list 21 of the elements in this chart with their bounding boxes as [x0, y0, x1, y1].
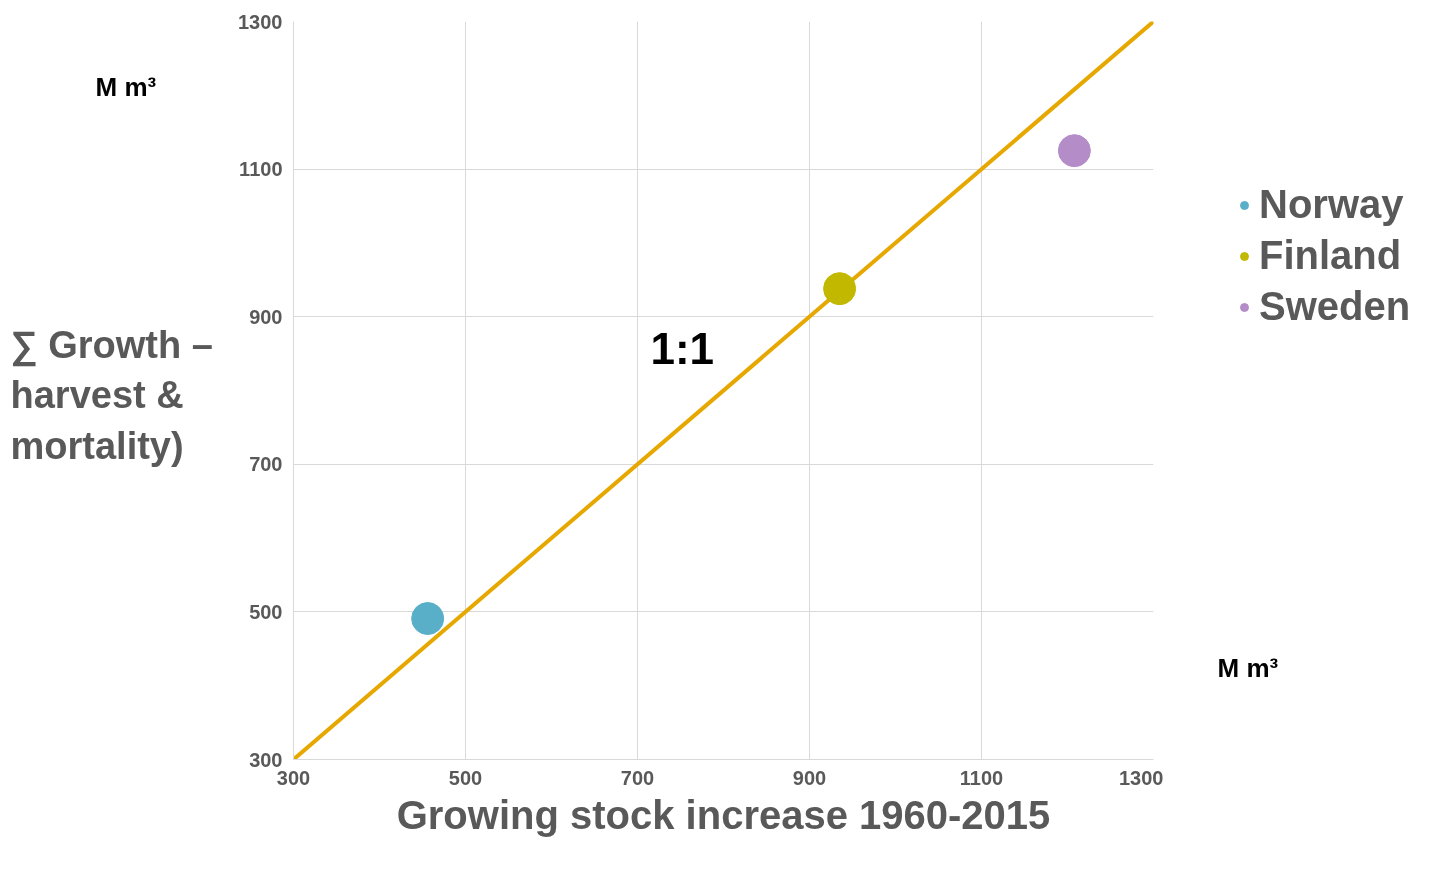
legend-label: Sweden [1259, 284, 1411, 329]
y-tick-label: 1300 [238, 10, 283, 33]
y-tick-label: 1100 [239, 158, 283, 181]
x-tick-label: 1100 [959, 766, 1004, 789]
x-tick-label: 900 [792, 766, 827, 789]
point [1057, 134, 1091, 168]
legend-label: Norway [1259, 182, 1404, 227]
text: M m³ [1217, 652, 1279, 683]
y-axis-title: ∑ Growth – harvest & mortality) [10, 324, 213, 467]
annotation: 1:1 [650, 323, 715, 373]
y-tick-label: 700 [249, 453, 283, 476]
y-tick-label: 900 [249, 305, 283, 328]
y-tick-label: 500 [249, 600, 283, 623]
x-tick-label: 700 [620, 766, 655, 789]
point [823, 272, 857, 306]
x-tick-label: 500 [448, 766, 483, 789]
x-tick-label: 1300 [1119, 766, 1164, 789]
legend-label: Finland [1259, 233, 1402, 278]
text: M m³ [95, 71, 157, 102]
x-axis-title: Growing stock increase 1960-2015 [396, 792, 1051, 837]
point [411, 602, 445, 636]
